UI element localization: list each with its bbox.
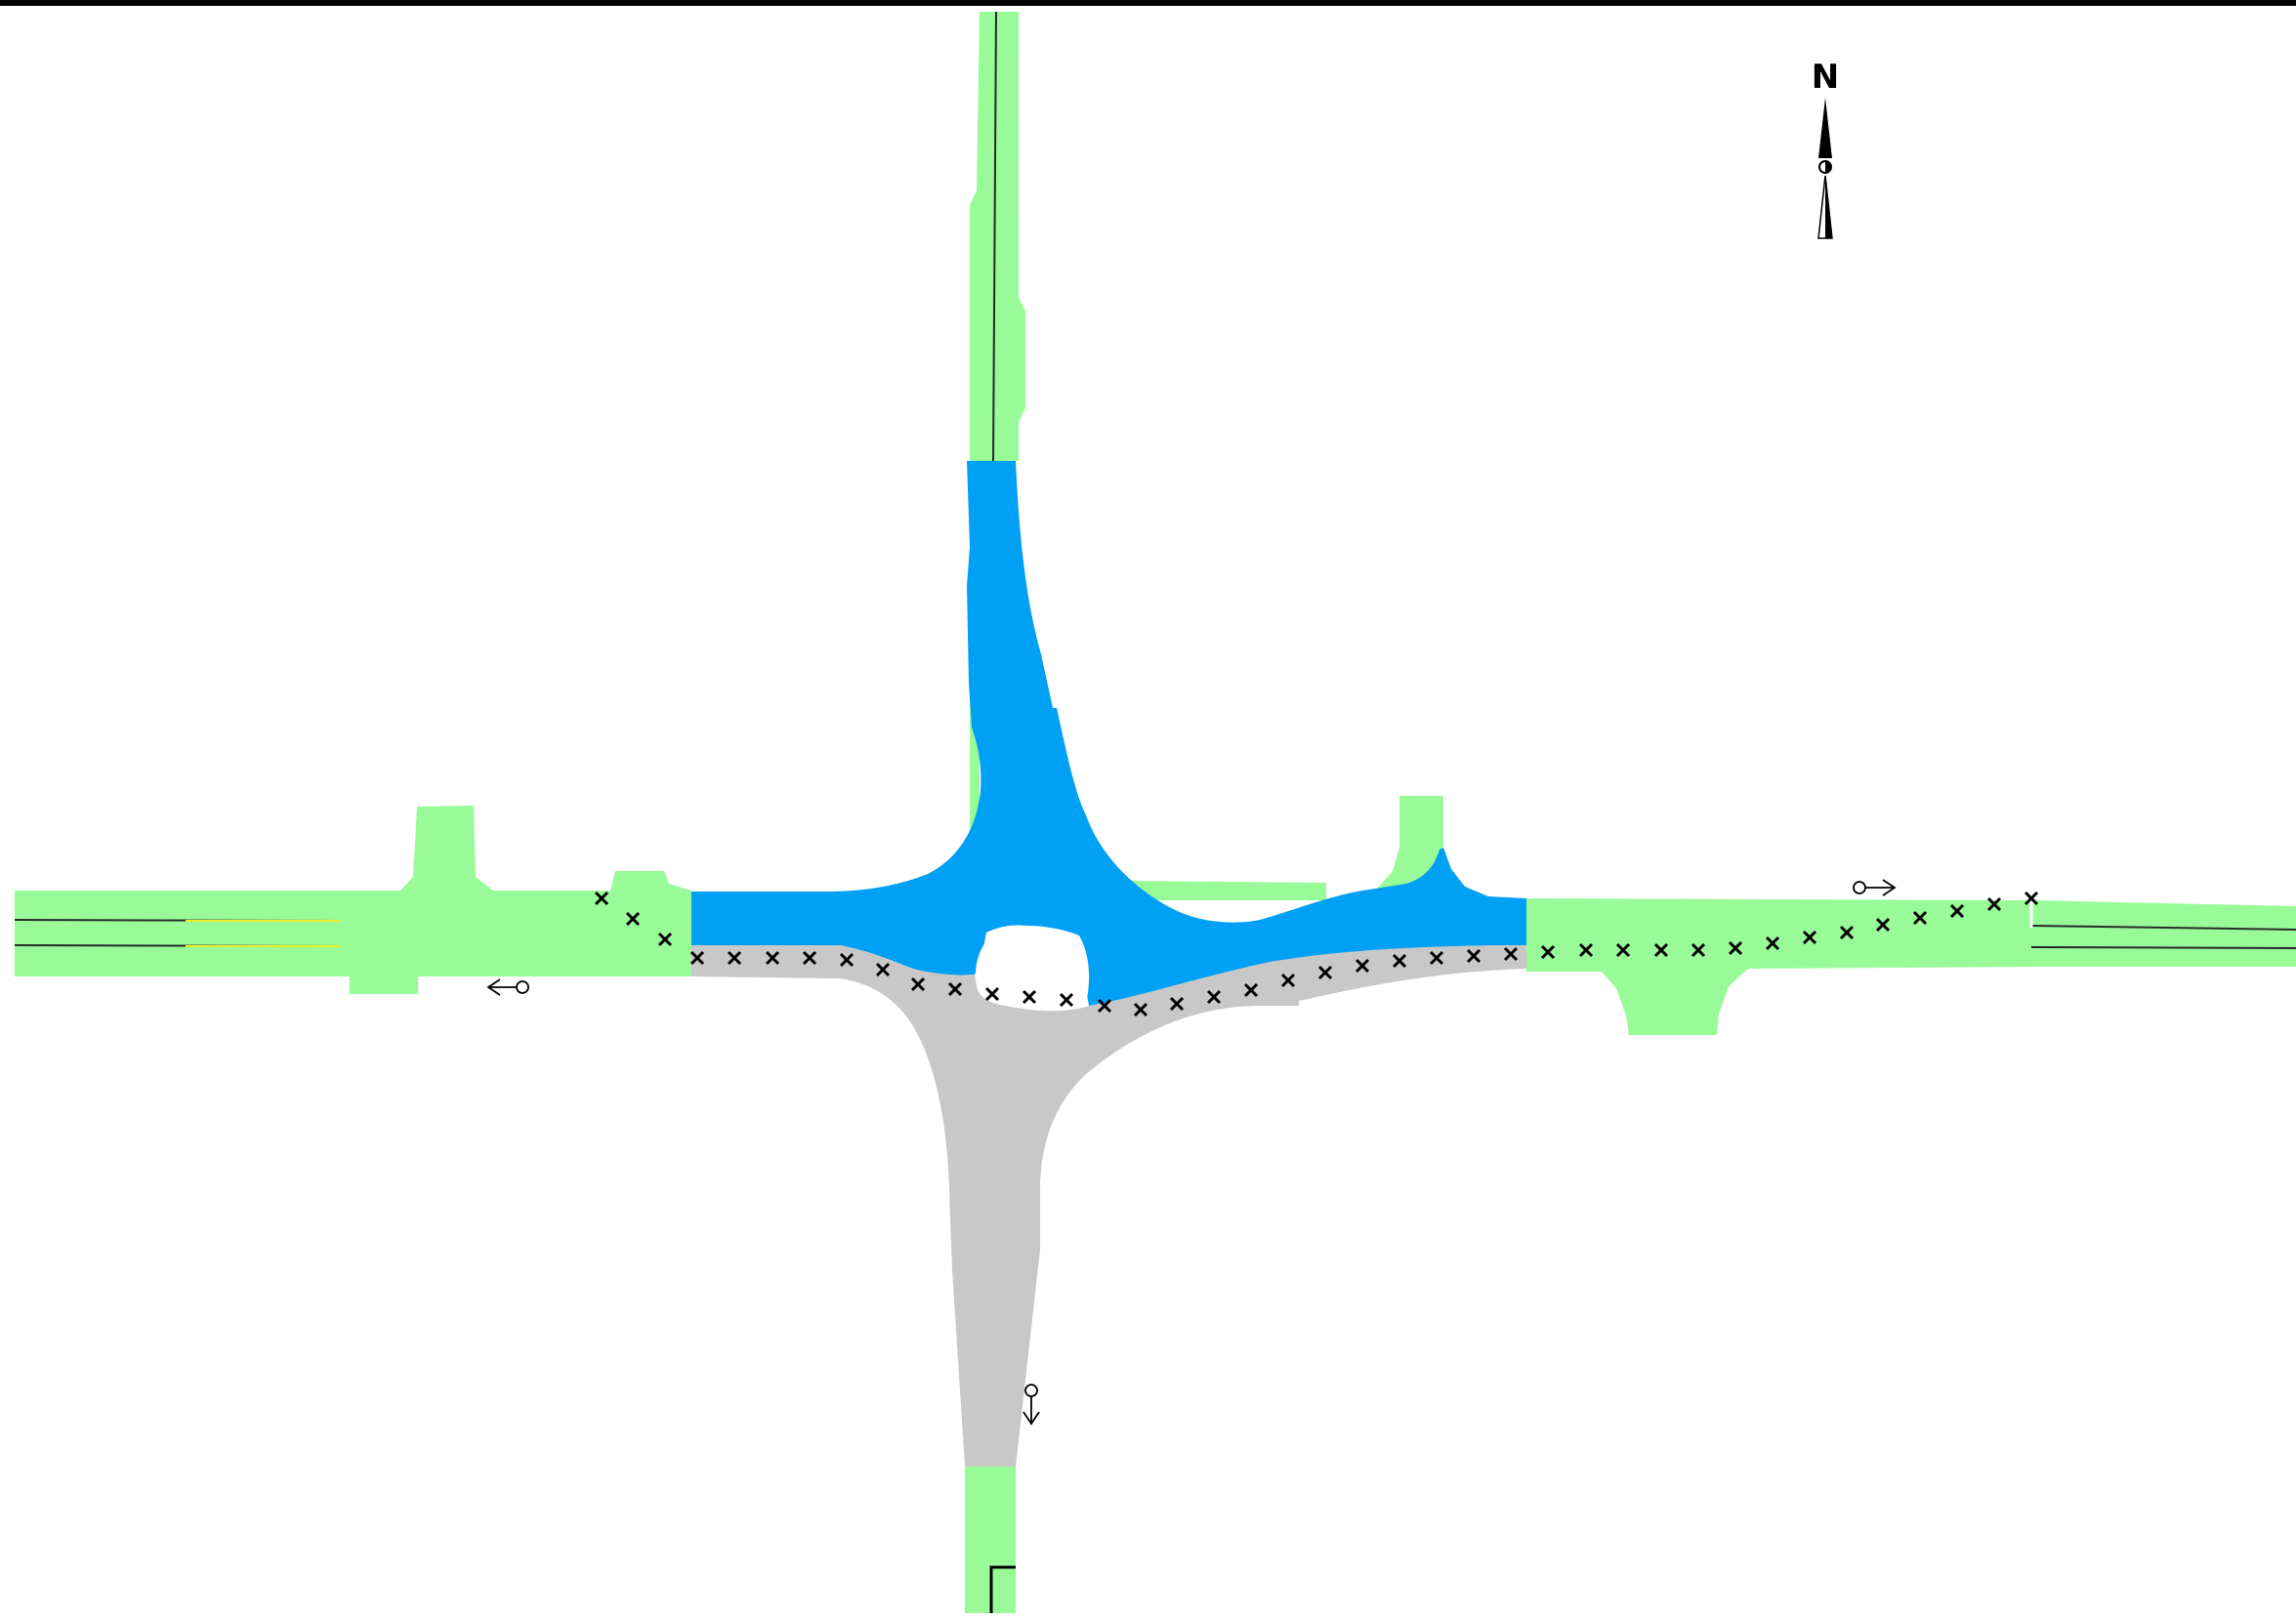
- cross-marker-icon: [689, 950, 705, 966]
- central-island: [976, 925, 1090, 1011]
- cross-marker-icon: [1802, 930, 1817, 945]
- cross-marker-icon: [1728, 940, 1743, 956]
- north-label: N: [1812, 58, 1839, 97]
- cross-marker-icon: [1097, 998, 1112, 1014]
- cross-marker-icon: [1912, 910, 1928, 926]
- cross-marker-icon: [1986, 896, 2002, 912]
- north-centerline: [992, 11, 997, 462]
- east-side-road-green: [1377, 796, 1486, 896]
- cross-marker-icon: [1578, 942, 1594, 958]
- east-approach-green: [1526, 898, 2296, 1035]
- cross-marker-icon: [984, 986, 1000, 1002]
- green-road-layer: [15, 12, 2296, 1613]
- south-approach-gray: [691, 945, 1526, 1467]
- cross-marker-icon: [1022, 989, 1037, 1005]
- cross-marker-icon: [1429, 950, 1444, 966]
- cross-marker-icon: [594, 891, 609, 906]
- west-approach-green: [15, 806, 691, 994]
- cross-marker-icon: [1540, 944, 1556, 960]
- cross-marker-icon: [1280, 973, 1296, 988]
- west-approach-green-side: [350, 937, 418, 994]
- cross-marker-icon: [910, 976, 926, 992]
- north-arrow-icon: N: [1812, 58, 1839, 239]
- north-arrow-upper: [1818, 98, 1832, 158]
- cross-marker-icon: [1059, 992, 1074, 1008]
- cross-marker-icon: [1653, 942, 1669, 958]
- east-direction-head: [1882, 879, 1897, 896]
- cross-marker-icon: [1765, 935, 1780, 951]
- cross-marker-icon: [1392, 953, 1407, 969]
- direction-arrow-icon: [1024, 1384, 1038, 1397]
- cross-marker-icon: [1466, 948, 1482, 964]
- cross-marker-icon: [1355, 958, 1370, 974]
- north-approach-blue: [691, 461, 1526, 1006]
- west-direction-head: [486, 978, 501, 996]
- north-arrow-center-fill: [1825, 161, 1831, 173]
- centerline-layer: [14, 11, 2296, 1613]
- direction-arrow-icon: [1853, 881, 1866, 894]
- cross-marker-icon: [1133, 1002, 1148, 1017]
- frame-top-border: [0, 0, 2296, 6]
- direction-arrow-icon: [516, 980, 529, 994]
- north-east-green-patch: [1123, 881, 1326, 900]
- cross-marker-icon: [1317, 965, 1333, 980]
- cross-marker-icon: [765, 950, 780, 966]
- east-direction-marker: [1853, 879, 1897, 896]
- north-approach-green: [970, 12, 1025, 461]
- cross-marker-icon: [625, 911, 641, 927]
- west-direction-marker: [486, 978, 529, 996]
- cross-marker-icon: [802, 950, 817, 966]
- cross-marker-icon: [1243, 982, 1259, 998]
- cross-marker-icon: [657, 932, 673, 947]
- cross-marker-icon: [727, 950, 742, 966]
- south-direction-head: [1023, 1411, 1040, 1426]
- cross-marker-icon: [1169, 996, 1185, 1012]
- cross-marker-icon: [1503, 946, 1519, 962]
- south-bracket-line: [989, 1565, 1016, 1613]
- cross-marker-icon: [839, 952, 855, 968]
- east-centerline-top: [2030, 925, 2296, 931]
- cross-marker-icon: [1206, 989, 1222, 1005]
- north-arrow-lower-shade: [1825, 176, 1832, 238]
- south-approach-green: [965, 1467, 1016, 1613]
- cross-marker-icon: [1875, 917, 1891, 933]
- south-direction-marker: [1023, 1384, 1040, 1426]
- cross-marker-icon: [1691, 942, 1706, 958]
- cross-marker-icon: [2024, 891, 2039, 906]
- cross-marker-layer: [594, 891, 2039, 1017]
- cross-marker-icon: [1839, 925, 1855, 940]
- east-centerline-bottom: [2030, 946, 2296, 949]
- cross-marker-icon: [1949, 903, 1965, 919]
- cross-marker-icon: [875, 962, 891, 977]
- cross-marker-icon: [1615, 942, 1631, 958]
- cross-marker-icon: [947, 981, 963, 997]
